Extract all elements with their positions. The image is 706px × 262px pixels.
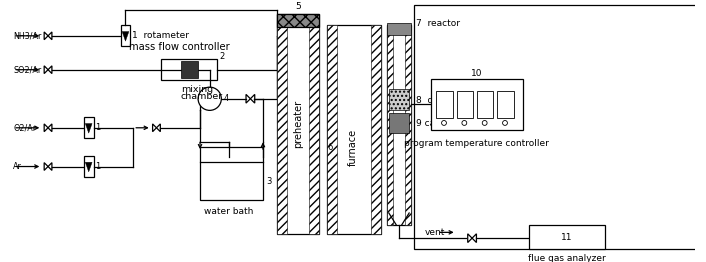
Polygon shape — [85, 124, 92, 133]
Bar — [327, 25, 381, 234]
Bar — [436, 91, 453, 118]
Circle shape — [198, 87, 222, 110]
Text: O2/Ar: O2/Ar — [13, 123, 36, 132]
Text: 1: 1 — [95, 123, 101, 132]
Text: 1: 1 — [95, 162, 101, 171]
Text: 6: 6 — [328, 143, 333, 152]
Bar — [414, 5, 700, 249]
Text: mass flow controller: mass flow controller — [129, 42, 230, 52]
Text: furnace: furnace — [348, 129, 358, 166]
Bar — [387, 25, 393, 225]
Text: 1  rotameter: 1 rotameter — [132, 31, 189, 40]
Text: 10: 10 — [471, 69, 483, 78]
Bar — [181, 61, 198, 78]
Polygon shape — [85, 162, 92, 172]
Text: Ar: Ar — [13, 162, 22, 171]
Text: preheater: preheater — [293, 100, 303, 148]
Bar — [431, 79, 523, 130]
Bar — [277, 14, 319, 234]
Text: 11: 11 — [561, 233, 573, 242]
Text: mixing: mixing — [181, 85, 213, 94]
Bar — [477, 91, 493, 118]
Bar — [530, 225, 605, 249]
Bar — [389, 113, 409, 133]
Polygon shape — [122, 31, 129, 41]
Text: 7  reactor: 7 reactor — [416, 19, 460, 28]
Circle shape — [482, 121, 487, 125]
Circle shape — [503, 121, 508, 125]
Text: vent: vent — [424, 228, 445, 237]
Bar — [200, 147, 263, 200]
Text: SO2/Ar: SO2/Ar — [13, 65, 42, 74]
Text: water bath: water bath — [205, 206, 253, 216]
Text: 5: 5 — [295, 2, 301, 11]
Text: 9 catalyst-sorbent: 9 catalyst-sorbent — [416, 119, 498, 128]
Bar — [277, 14, 319, 27]
Text: 8  quartz wool: 8 quartz wool — [416, 96, 480, 105]
Bar — [200, 162, 263, 200]
Bar — [327, 25, 337, 234]
Bar — [497, 91, 514, 118]
Circle shape — [441, 121, 446, 125]
Bar — [389, 89, 409, 110]
Bar — [387, 23, 411, 35]
Circle shape — [462, 121, 467, 125]
Text: 4: 4 — [223, 94, 229, 103]
Bar — [161, 59, 217, 80]
Bar — [84, 156, 93, 177]
Bar — [309, 14, 319, 234]
Bar — [387, 25, 411, 225]
Bar — [405, 25, 411, 225]
Bar — [84, 117, 93, 138]
Bar — [457, 91, 473, 118]
Text: 2: 2 — [220, 52, 225, 61]
Text: 3: 3 — [266, 177, 271, 185]
Bar — [121, 25, 131, 46]
Text: chamber: chamber — [181, 92, 223, 101]
Text: program temperature controller: program temperature controller — [405, 139, 549, 148]
Text: flue gas analyzer: flue gas analyzer — [528, 254, 606, 262]
Bar — [277, 14, 287, 234]
Bar — [371, 25, 381, 234]
Text: NH3/Ar: NH3/Ar — [13, 31, 42, 40]
